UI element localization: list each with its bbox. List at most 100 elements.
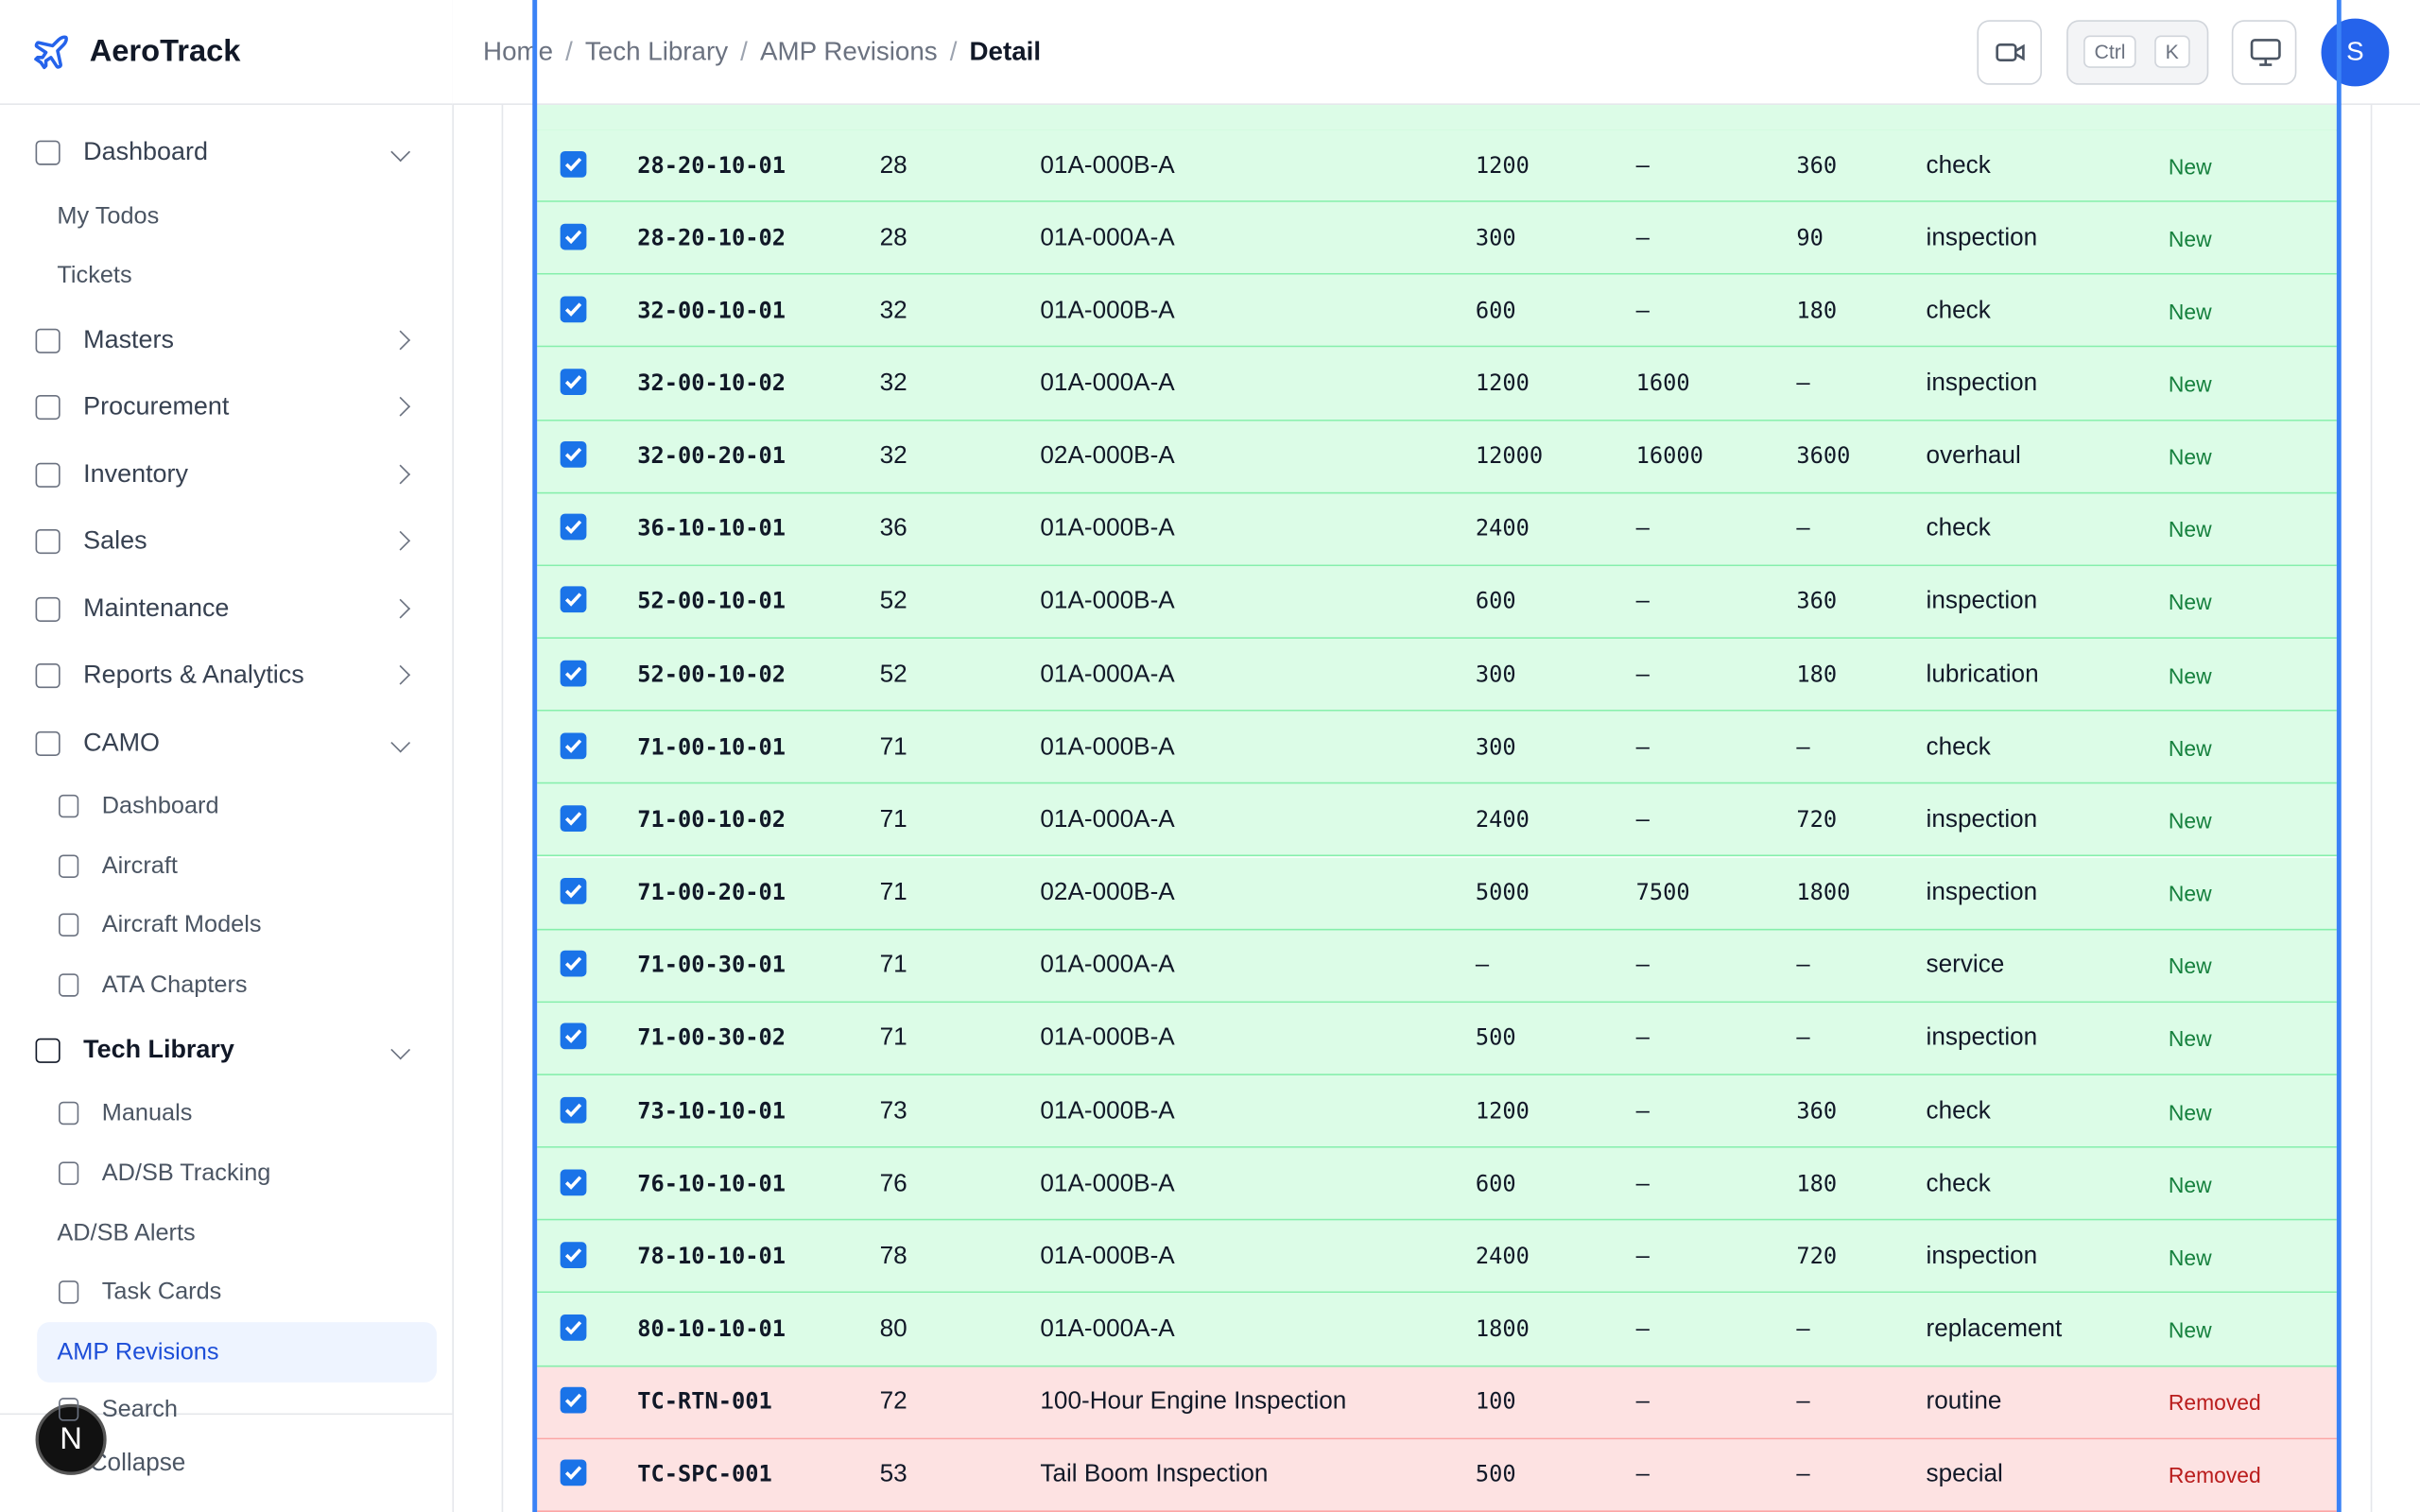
status: New [2168, 808, 2212, 833]
status: New [2168, 662, 2212, 688]
nav-item[interactable]: Reports & Analytics [83, 661, 304, 689]
cell: – [1796, 954, 1810, 979]
cell: – [1635, 1172, 1650, 1197]
checkbox[interactable] [560, 951, 587, 977]
nav-item[interactable]: Aircraft Models [101, 911, 262, 938]
status: New [2168, 517, 2212, 542]
cell: 1200 [1475, 1099, 1530, 1125]
checkbox[interactable] [560, 878, 587, 904]
cell: 53 [879, 1461, 908, 1488]
nav-item[interactable]: Search [101, 1396, 178, 1423]
search-shortcut[interactable]: Ctrl K [2066, 20, 2209, 85]
cell: 720 [1796, 808, 1838, 833]
chevron [390, 396, 411, 417]
table-row: 71-00-20-01 71 02A-000B-A 5000 7500 1800 inspe… [537, 856, 2337, 930]
nav-item[interactable]: Aircraft [101, 852, 178, 880]
chevron [390, 464, 411, 485]
cell: 100-Hour Engine Inspection [1040, 1388, 1347, 1416]
cell: 16000 [1635, 444, 1703, 470]
status: New [2168, 590, 2212, 615]
cell: 2400 [1475, 517, 1530, 542]
cell: 71 [879, 733, 908, 761]
chevron [390, 598, 411, 619]
nav-item[interactable]: Procurement [83, 392, 230, 421]
checkbox[interactable] [560, 587, 587, 613]
cell: 01A-000B-A [1040, 515, 1175, 542]
collapse[interactable]: Collapse [89, 1450, 186, 1477]
table-row: 71-00-10-01 71 01A-000B-A 300 – – check New [537, 711, 2337, 784]
status: New [2168, 1245, 2212, 1270]
video-button[interactable] [1977, 20, 2042, 85]
checkbox[interactable] [560, 732, 587, 759]
nav-item[interactable]: AD/SB Alerts [57, 1220, 196, 1247]
cell: 01A-000A-A [1040, 806, 1175, 833]
nav-item[interactable]: Manuals [101, 1100, 193, 1126]
cell: 32-00-10-01 [637, 299, 786, 324]
nav-item[interactable]: ATA Chapters [101, 971, 248, 999]
nav-item[interactable]: Masters [83, 326, 174, 354]
cell: 28-20-10-02 [637, 226, 786, 251]
checkbox[interactable] [560, 660, 587, 686]
checkbox[interactable] [560, 369, 587, 395]
cell: 02A-000B-A [1040, 442, 1175, 470]
cell: 600 [1475, 590, 1516, 615]
checkbox[interactable] [560, 296, 587, 322]
checkbox[interactable] [560, 1314, 587, 1341]
cell: 36 [879, 515, 908, 542]
display-button[interactable] [2231, 20, 2297, 85]
breadcrumb-item[interactable]: Home [483, 37, 554, 67]
status: New [2168, 1172, 2212, 1197]
table-row: 78-10-10-01 78 01A-000B-A 2400 – 720 inspectio… [537, 1220, 2337, 1294]
breadcrumb-item[interactable]: Detail [969, 37, 1042, 67]
nav-item[interactable]: AMP Revisions [57, 1339, 219, 1366]
avatar[interactable]: S [2321, 18, 2390, 87]
checkbox[interactable] [560, 1386, 587, 1414]
nav-item[interactable]: Dashboard [83, 138, 208, 166]
cell: TC-SPC-001 [637, 1463, 772, 1488]
cell: 71-00-20-01 [637, 881, 786, 906]
cell: 01A-000B-A [1040, 1024, 1175, 1052]
checkbox[interactable] [560, 1095, 587, 1123]
badge[interactable]: N [35, 1403, 107, 1475]
cell: 71-00-10-01 [637, 735, 786, 761]
nav-item[interactable]: Inventory [83, 460, 188, 489]
cell: check [1926, 1097, 1991, 1125]
cell: 73-10-10-01 [637, 1099, 786, 1125]
checkbox[interactable] [560, 441, 587, 468]
nav-item[interactable]: Tech Library [83, 1036, 234, 1064]
cell: – [1796, 371, 1810, 397]
checkbox[interactable] [560, 1459, 587, 1486]
nav-icon [35, 730, 60, 756]
nav-item[interactable]: Dashboard [101, 793, 219, 819]
cell: service [1926, 952, 2005, 979]
checkbox[interactable] [560, 1168, 587, 1195]
cell: 71 [879, 1024, 908, 1052]
cell: – [1635, 954, 1650, 979]
checkbox[interactable] [560, 1241, 587, 1268]
nav-item[interactable]: My Todos [57, 203, 160, 231]
cell: 500 [1475, 1026, 1516, 1052]
checkbox[interactable] [560, 1023, 587, 1050]
breadcrumb-item[interactable]: AMP Revisions [759, 37, 938, 67]
cell: inspection [1926, 369, 2038, 397]
cell: 01A-000A-A [1040, 952, 1175, 979]
cell: inspection [1926, 806, 2038, 833]
checkbox[interactable] [560, 150, 587, 178]
nav-icon [35, 1038, 60, 1063]
nav-item[interactable]: Task Cards [101, 1279, 222, 1306]
checkbox[interactable] [560, 514, 587, 541]
cell: 71-00-30-02 [637, 1026, 786, 1052]
breadcrumb-item[interactable]: Tech Library [584, 37, 729, 67]
nav-item[interactable]: Sales [83, 526, 147, 555]
cell: 76 [879, 1170, 908, 1197]
nav-item[interactable]: Maintenance [83, 594, 230, 623]
nav-icon [35, 528, 60, 555]
nav-item[interactable]: AD/SB Tracking [101, 1160, 271, 1187]
cell: 71 [879, 806, 908, 833]
nav-item[interactable]: CAMO [83, 729, 160, 757]
checkbox[interactable] [560, 223, 587, 250]
checkbox[interactable] [560, 805, 587, 832]
cell: 01A-000A-A [1040, 224, 1175, 251]
nav-item[interactable]: Tickets [57, 262, 132, 289]
nav-icon [59, 1398, 79, 1421]
